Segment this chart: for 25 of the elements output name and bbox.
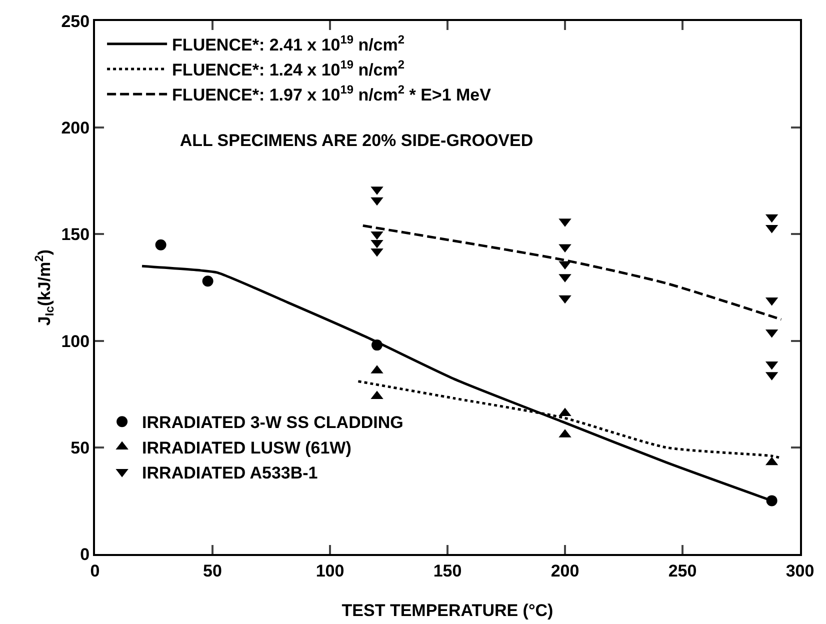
- x-tick-label: 150: [433, 561, 462, 580]
- y-tick-label: 200: [61, 118, 90, 138]
- point: [372, 340, 382, 351]
- legend-label: IRRADIATED 3-W SS CLADDING: [142, 413, 404, 432]
- annotation: ALL SPECIMENS ARE 20% SIDE-GROOVED: [180, 131, 534, 150]
- x-tick-label: 50: [203, 561, 222, 580]
- x-tick-label: 200: [550, 561, 580, 580]
- legend-label: IRRADIATED LUSW (61W): [142, 438, 352, 458]
- x-tick-label: 100: [316, 561, 344, 580]
- point: [766, 495, 778, 506]
- x-tick-label: 250: [668, 561, 697, 580]
- x-tick-label: 300: [786, 561, 814, 580]
- legend-label: FLUENCE*: 1.97 x 10$^{19}$ n/cm$^{2}$ * E>1 MeV: [172, 82, 492, 105]
- line-series: [362, 224, 782, 321]
- y-tick-label: 250: [61, 12, 90, 31]
- y-tick-label: 150: [61, 225, 90, 244]
- point: [202, 276, 214, 287]
- legend-label: FLUENCE*: 2.41 x 10$^{19}$ n/cm$^{2}$: [172, 32, 405, 55]
- y-tick-label: 0: [80, 544, 90, 564]
- y-tick-label: 50: [70, 438, 90, 458]
- legend-label: IRRADIATED A533B-1: [142, 463, 318, 482]
- legend-label: FLUENCE*: 1.24 x 10$^{19}$ n/cm$^{2}$: [172, 57, 405, 80]
- y-tick-label: 100: [61, 332, 90, 351]
- x-axis-title: TEST TEMPERATURE (°C): [342, 601, 554, 620]
- point: [155, 239, 166, 250]
